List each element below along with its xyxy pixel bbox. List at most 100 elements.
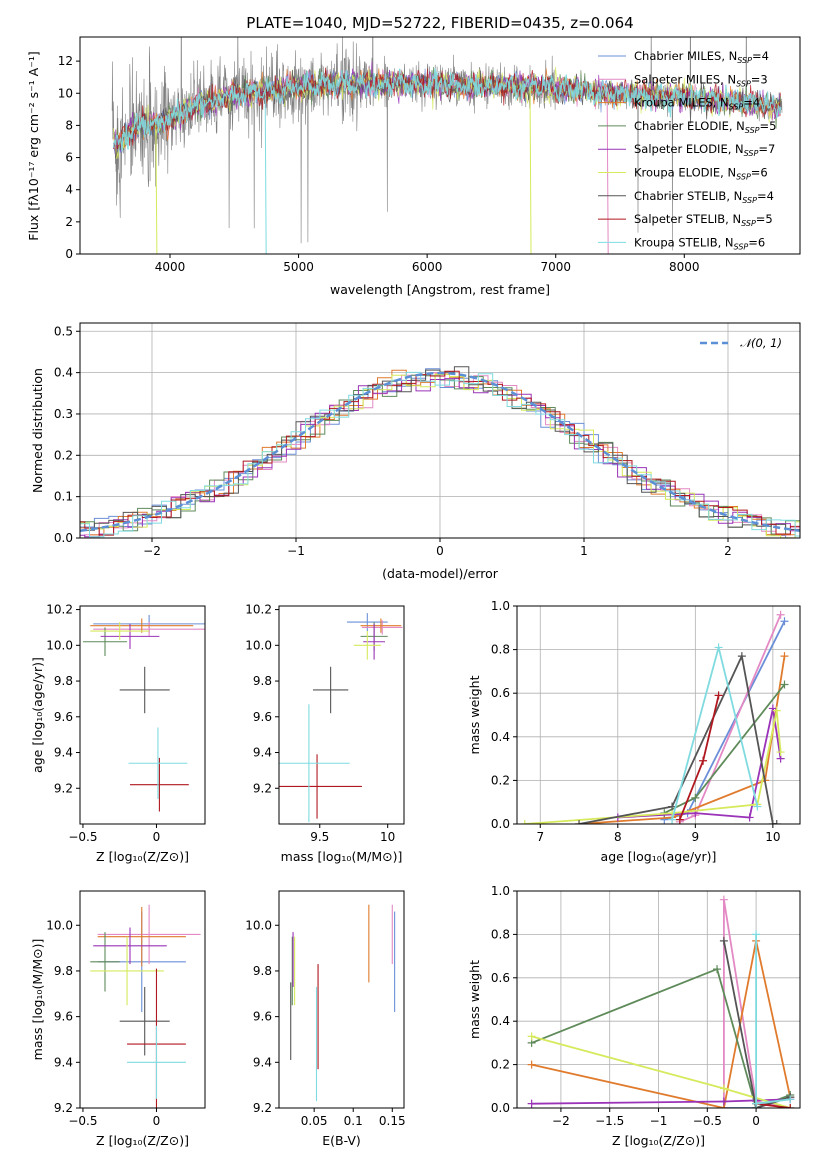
legend-n: =4 [757,189,774,203]
series-marker [776,610,785,619]
x-tick-label: −1 [287,544,305,558]
chart-massweight-vs-Z: −2 −1.5 −1 −0.5 0 0.0 0.2 0.4 0.6 0.8 1.0 Z [log₁₀(… [467,884,801,1148]
y-tick-label: 1.0 [491,884,510,898]
x-tick-label: 5000 [283,260,314,274]
x-tick-label: 0 [752,1114,760,1128]
x-tick-label: −1 [650,1114,668,1128]
y-tick-label: 9.8 [54,674,73,688]
x-tick-label: −2 [143,544,161,558]
x-tick-label: 0 [153,830,161,844]
legend-name: Kroupa STELIB, N [634,235,734,249]
axes-frame [79,890,206,1109]
chart-mass-vs-EBV: 0.05 0.1 0.15 9.2 9.4 9.6 9.8 10.0 E(B-V) [245,890,406,1148]
series-marker [780,617,789,626]
y-axis-label: Normed distribution [30,368,45,493]
y-tick-label: 0.4 [491,1014,510,1028]
y-tick-label: 0.3 [54,407,73,421]
axes-frame [278,890,405,1109]
chart-mass-vs-Z: −0.5 0 9.2 9.4 9.6 9.8 10.0 Z [log₁₀(Z/Z⊙)] mass… [30,890,206,1148]
errorbar-point-7 [130,757,189,812]
series-marker [752,1099,761,1108]
x-tick-label: 9.5 [310,830,329,844]
x-tick-label: −0.5 [68,830,97,844]
x-tick-label: −0.5 [68,1114,97,1128]
y-axis-label: mass [log₁₀(M/M⊙)] [30,939,45,1061]
series-line-4 [531,1098,791,1105]
x-tick-label: 7000 [540,260,571,274]
errorbar-point-8 [127,1025,186,1099]
y-axis-label: age [log₁₀(age/yr)] [30,657,45,773]
chart-title: PLATE=1040, MJD=52722, FIBERID=0435, z=0… [246,14,633,32]
x-tick-label: −2 [552,1114,570,1128]
y-tick-label: 0.2 [491,773,510,787]
plot-area [527,895,795,1108]
legend-sub: SSP [742,196,757,205]
series-marker [699,756,708,765]
y-tick-label: 9.6 [54,710,73,724]
plot-area [279,613,403,823]
y-tick-label: 0.4 [54,366,73,380]
y-tick-label: 0.0 [491,817,510,831]
plot-area [520,610,789,824]
model-spectrum-8 [112,68,782,152]
legend-name: Chabrier STELIB, N [634,189,742,203]
errorbar-point-7 [279,754,362,819]
x-tick-label: 0 [153,1114,161,1128]
chart-residuals: −2 −1 0 1 2 0.0 0.1 0.2 0.3 0.4 0.5 𝒩(0, 1) (data-mo… [30,322,801,581]
y-tick-label: 9.4 [54,746,73,760]
x-axis-label: Z [log₁₀(Z/Z⊙)] [612,1133,705,1148]
legend-n: =5 [760,119,777,133]
legend-entry: Chabrier MILES, NSSP=4 [634,49,769,65]
errorbar-point-2 [360,618,402,633]
series-marker [719,895,728,904]
y-tick-label: 0.0 [54,531,73,545]
y-tick-label: 9.8 [253,964,272,978]
legend-entry: Kroupa ELODIE, NSSP=6 [634,166,768,182]
axes-frame [79,605,206,825]
x-tick-label: 10 [380,830,395,844]
legend-name: Salpeter MILES, N [634,72,736,86]
chart-massweight-vs-age: 7 8 9 10 0.0 0.2 0.4 0.6 0.8 1.0 age [log₁₀(age/yr… [467,599,801,864]
axes-frame [79,322,801,539]
series-marker [772,820,781,824]
y-tick-label: 9.4 [54,1055,73,1069]
y-tick-label: 0.6 [491,686,510,700]
series-line-5 [524,710,782,824]
series-line-1 [679,614,782,823]
y-tick-label: 0.0 [491,1101,510,1115]
series-marker [713,965,722,974]
x-tick-label: 4000 [155,260,186,274]
legend-sub: SSP [737,56,752,65]
series-marker [752,930,761,939]
x-tick-label: 6000 [412,260,443,274]
y-axis-label: mass weight [467,675,482,754]
series-marker [719,1097,728,1106]
legend-entry: Chabrier STELIB, NSSP=4 [634,189,774,205]
y-tick-label: 9.2 [253,781,272,795]
y-tick-label: 0.5 [54,324,73,338]
legend-entry: Chabrier ELODIE, NSSP=5 [634,119,776,135]
y-tick-label: 0.2 [54,448,73,462]
y-axis-label: mass weight [467,960,482,1039]
series-marker [575,820,584,824]
y-tick-label: 4 [65,183,73,197]
plot-area [111,37,783,254]
errorbar-point-4 [93,927,167,965]
legend-name: Salpeter ELODIE, N [634,142,744,156]
y-tick-label: 0 [65,247,73,261]
x-tick-label: 10 [765,830,780,844]
chart-age-vs-mass: 9.5 10 9.2 9.4 9.6 9.8 10.0 10.2 mass [log₁₀(M/M… [245,603,405,864]
legend-n: =5 [756,212,773,226]
legend-sub: SSP [736,173,751,182]
legend-n: =6 [751,166,768,180]
series-marker [737,652,746,661]
x-tick-label: 0.15 [379,1114,406,1128]
y-tick-label: 1.0 [491,599,510,613]
y-tick-label: 0.2 [491,1058,510,1072]
errorbar-point-1 [93,622,205,637]
legend-n: =3 [751,72,768,86]
series-marker [719,1084,728,1093]
y-tick-label: 10.0 [46,918,73,932]
histogram-7 [80,370,800,536]
